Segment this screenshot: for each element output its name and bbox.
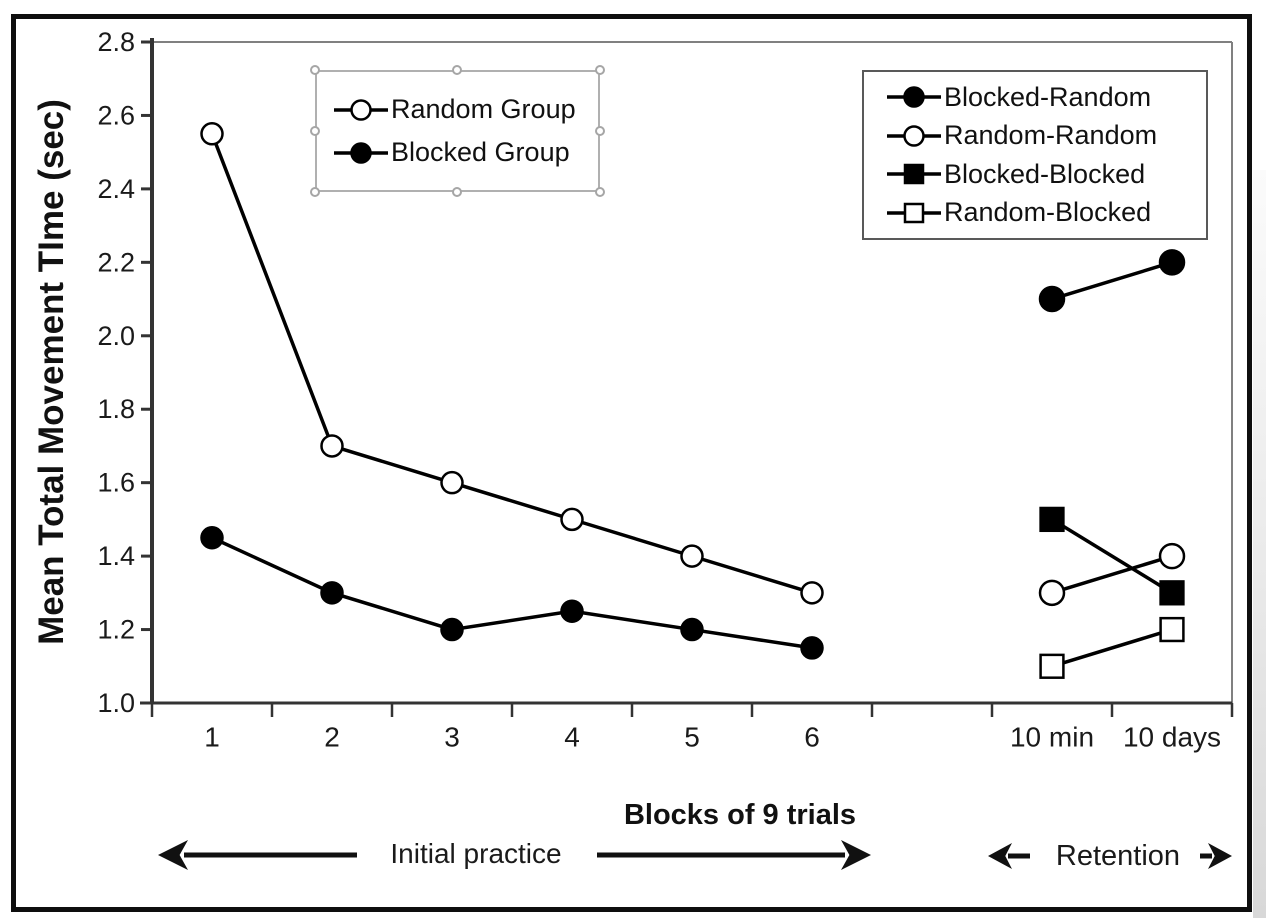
initial-practice-annotation: Initial practice [390, 838, 562, 869]
legend-item-blocked-random[interactable]: Blocked-Random [886, 82, 1206, 113]
x-axis-title: Blocks of 9 trials [623, 799, 857, 831]
legend-item-label: Random Group [391, 94, 576, 124]
legend-item-label: Random-Random [944, 120, 1158, 151]
right-arrow [1200, 843, 1232, 869]
data-point-circle-filled [560, 599, 584, 623]
data-point-circle-filled [800, 636, 824, 660]
legend-item-label: Random-Blocked [944, 197, 1152, 228]
selection-handle[interactable] [595, 187, 605, 197]
legend-marker-circle-filled [887, 86, 941, 108]
data-point-circle-filled [440, 617, 464, 642]
legend-marker-circle-open [334, 98, 388, 121]
data-point-circle-open [800, 581, 824, 605]
selection-handle[interactable] [452, 65, 462, 75]
series-blocked-group [200, 526, 824, 660]
data-point-circle-filled [1158, 249, 1186, 276]
retention-annotation: Retention [1055, 840, 1181, 872]
data-point-square-filled [1159, 580, 1185, 606]
data-point-circle-open [1158, 542, 1186, 570]
series-line [210, 133, 813, 595]
legend-marker-circle-open [887, 125, 941, 147]
data-point-square-filled [1039, 506, 1065, 533]
y-tick-label: 2.6 [97, 100, 135, 130]
left-arrow [988, 843, 1030, 869]
selection-handle[interactable] [452, 187, 462, 197]
series-line [211, 536, 813, 650]
data-point-circle-filled [680, 617, 704, 642]
data-point-circle-open [680, 544, 704, 568]
data-point-circle-open [1038, 579, 1066, 607]
data-point-square-open [1039, 653, 1065, 679]
y-tick-label: 1.8 [97, 394, 135, 424]
series-line [1051, 554, 1173, 595]
legend-item-label: Blocked-Random [944, 81, 1152, 112]
retention-legend[interactable]: Blocked-Random Random-Random Blocked-Block… [862, 70, 1208, 240]
series-line [1051, 517, 1173, 595]
series-random-random [1038, 542, 1186, 607]
legend-item-blocked-blocked[interactable]: Blocked-Blocked [886, 159, 1206, 190]
page-edge-shadow [1253, 170, 1266, 918]
y-axis-title: Mean Total Movement TIme (sec) [32, 99, 71, 645]
left-arrow [158, 840, 357, 870]
y-tick-label: 1.2 [97, 615, 135, 645]
data-point-circle-open [560, 507, 584, 532]
legend-item-label: Blocked-Blocked [944, 158, 1146, 189]
data-point-circle-open [200, 122, 224, 146]
data-point-circle-open [440, 470, 464, 495]
series-blocked-random [1038, 249, 1186, 313]
y-tick-label: 2.4 [97, 174, 135, 204]
x-category-label: 5 [684, 722, 700, 753]
series-line [1051, 627, 1173, 668]
selection-handle[interactable] [595, 65, 605, 75]
y-tick-label: 1.6 [97, 468, 135, 498]
series-random-group [200, 122, 824, 605]
x-category-label: 10 min [1010, 722, 1094, 753]
y-tick-label: 1.0 [97, 688, 135, 718]
series-blocked-blocked [1039, 506, 1185, 606]
y-tick-label: 2.8 [97, 27, 135, 57]
data-point-circle-filled [200, 526, 224, 550]
data-point-square-open [1159, 616, 1185, 643]
legend-marker-square-open [887, 202, 941, 223]
x-category-label: 10 days [1123, 722, 1221, 753]
legend-marker-square-filled [887, 164, 941, 185]
legend-item-random-random[interactable]: Random-Random [886, 120, 1206, 151]
x-category-label: 2 [324, 722, 340, 753]
x-category-label: 3 [444, 722, 460, 753]
data-point-circle-open [320, 434, 344, 458]
series-random-blocked [1039, 616, 1185, 679]
data-point-circle-filled [1038, 285, 1066, 313]
selection-handle[interactable] [310, 187, 320, 197]
selection-handle[interactable] [310, 126, 320, 136]
selection-handle[interactable] [310, 65, 320, 75]
x-category-label: 4 [564, 722, 580, 753]
right-arrow [597, 840, 871, 870]
practice-legend[interactable]: Random Group Blocked Group [315, 70, 600, 192]
y-tick-label: 2.2 [97, 247, 135, 277]
legend-item-blocked-group[interactable]: Blocked Group [333, 137, 598, 168]
x-category-label: 1 [204, 722, 220, 753]
legend-item-label: Blocked Group [391, 137, 570, 167]
y-tick-label: 2.0 [97, 321, 135, 351]
series-line [1051, 260, 1173, 301]
data-point-circle-filled [320, 581, 344, 605]
legend-item-random-blocked[interactable]: Random-Blocked [886, 197, 1206, 228]
legend-marker-circle-filled [334, 141, 388, 164]
legend-item-random-group[interactable]: Random Group [333, 94, 598, 125]
selection-handle[interactable] [595, 126, 605, 136]
x-category-label: 6 [804, 722, 820, 753]
y-tick-label: 1.4 [97, 541, 135, 571]
